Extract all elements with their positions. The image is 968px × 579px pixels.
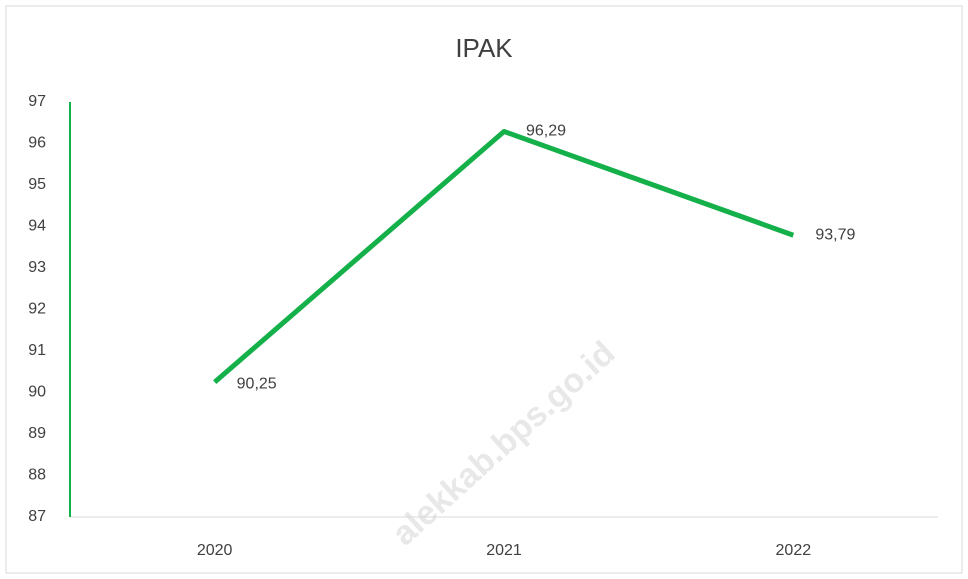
y-tick-label: 90 xyxy=(28,384,46,401)
y-tick-label: 96 xyxy=(28,135,46,152)
x-tick-label: 2022 xyxy=(776,542,812,559)
y-tick-label: 94 xyxy=(28,218,46,235)
y-tick-label: 97 xyxy=(28,93,46,110)
y-tick-label: 95 xyxy=(28,176,46,193)
x-tick-label: 2021 xyxy=(486,542,522,559)
y-tick-label: 91 xyxy=(28,342,46,359)
y-tick-label: 88 xyxy=(28,467,46,484)
data-label: 90,25 xyxy=(237,375,277,392)
data-label: 93,79 xyxy=(815,226,855,243)
y-tick-label: 92 xyxy=(28,301,46,318)
data-label: 96,29 xyxy=(526,123,566,140)
x-tick-label: 2020 xyxy=(197,542,233,559)
y-tick-label: 89 xyxy=(28,425,46,442)
y-tick-label: 93 xyxy=(28,259,46,276)
chart-frame xyxy=(5,5,963,574)
line-series xyxy=(213,128,795,385)
chart-title: IPAK xyxy=(455,33,513,63)
y-tick-label: 87 xyxy=(28,508,46,525)
